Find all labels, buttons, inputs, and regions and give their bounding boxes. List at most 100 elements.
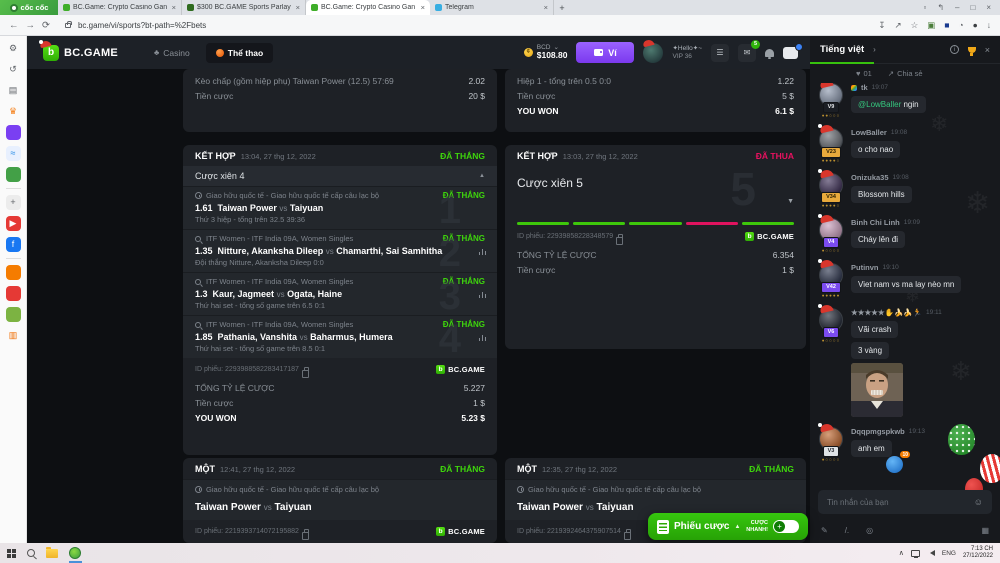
bet-menu-button[interactable]: ☰ (711, 43, 729, 62)
chat-input[interactable]: Tin nhắn của bạn ☺ (818, 490, 992, 514)
rules-icon[interactable]: /. (844, 526, 850, 535)
bcgame-watermark: b BC.GAME (745, 232, 794, 241)
browser-tab[interactable]: Telegram × (430, 0, 554, 15)
balance-selector[interactable]: ¢ BCD ⌄ $108.80 (523, 44, 567, 61)
quick-bet-toggle[interactable]: + (773, 520, 799, 533)
urlbar-icon[interactable]: ▣ (927, 19, 936, 30)
tab-close-icon[interactable]: × (420, 3, 425, 12)
sidebar-app-icon[interactable]: ♛ (8, 106, 18, 116)
vip-block[interactable]: ✦Hello✦~ VIP 36 (672, 45, 702, 61)
copy-icon[interactable] (616, 233, 624, 245)
betslip-button[interactable]: Phiếu cược ▲ CƯỢC NHANH! + (648, 513, 808, 540)
new-tab-button[interactable]: + (559, 2, 565, 13)
trophy-icon[interactable] (967, 46, 976, 56)
username[interactable]: LowBaller (851, 128, 887, 138)
ink-icon[interactable]: ✎ (821, 526, 828, 535)
window-control-icon[interactable]: ▫ (923, 3, 927, 12)
wallet-button[interactable]: Ví (576, 42, 635, 63)
tab-close-icon[interactable]: × (295, 3, 300, 12)
stats-icon[interactable] (478, 335, 486, 341)
sidebar-app-icon[interactable]: ▥ (8, 330, 18, 340)
stats-icon[interactable] (478, 249, 486, 255)
chat-close-icon[interactable]: × (984, 44, 990, 55)
taskbar-search-icon[interactable] (27, 549, 35, 557)
browser-tab[interactable]: BC.Game: Crypto Casino Gan × (58, 0, 182, 15)
mail-button[interactable]: ✉ 5 (738, 39, 760, 62)
copy-icon[interactable] (301, 528, 309, 540)
browser-tab[interactable]: $300 BC.GAME Sports Parlay × (182, 0, 306, 15)
tab-close-icon[interactable]: × (171, 3, 176, 12)
giftcard-icon[interactable]: ▦ (981, 526, 989, 535)
window-control-icon[interactable]: – (955, 3, 960, 12)
sidebar-app-icon[interactable] (5, 167, 21, 182)
copy-icon[interactable] (623, 528, 631, 540)
coccoc-brand[interactable]: cốc cốc (0, 0, 58, 15)
copy-icon[interactable] (301, 366, 309, 378)
username[interactable]: Dqqpmgspkwb (851, 427, 905, 437)
info-icon[interactable]: i (949, 45, 959, 54)
volume-icon[interactable] (927, 550, 935, 556)
forward-icon[interactable]: → (25, 19, 36, 31)
chat-language-tab[interactable]: Tiếng việt (820, 44, 865, 55)
sidebar-app-icon[interactable] (5, 286, 21, 301)
nav-casino[interactable]: ♣ Casino (154, 47, 190, 58)
chat-toggle-icon[interactable] (783, 42, 803, 59)
sidebar-app-icon[interactable] (5, 307, 21, 322)
tab-favicon (311, 4, 318, 11)
username[interactable]: tk (861, 83, 868, 92)
bcgame-logo[interactable]: b BC.GAME (39, 39, 118, 61)
sidebar-app-icon[interactable]: ≈ (5, 146, 21, 161)
address-input[interactable]: bc.game/vi/sports?bt-path=%2Fbets (77, 20, 207, 30)
tray-expand-icon[interactable]: ∧ (898, 550, 904, 557)
expand-caret-icon[interactable]: ▼ (787, 198, 794, 205)
sidebar-app-icon[interactable]: ▶ (5, 216, 21, 231)
coccoc-taskbar-icon[interactable] (69, 547, 82, 563)
urlbar-icon[interactable]: ☆ (910, 19, 919, 30)
language-indicator[interactable]: ENG (941, 549, 956, 557)
window-control-icon[interactable]: × (986, 3, 991, 12)
header-bell-icon[interactable] (765, 48, 774, 59)
meme-image[interactable] (851, 363, 903, 418)
urlbar-icon[interactable]: ● (972, 20, 978, 30)
reload-icon[interactable]: ⟳ (42, 19, 50, 31)
emoji-picker-icon[interactable]: ☺ (973, 497, 983, 507)
browser-tab[interactable]: BC.Game: Crypto Casino Gan × (306, 0, 430, 15)
chevron-right-icon[interactable]: › (873, 45, 876, 54)
taskbar-clock[interactable]: 7:13 CH 27/12/2022 (962, 545, 993, 559)
urlbar-icon[interactable]: ↧ (878, 19, 886, 30)
sidebar-app-icon[interactable] (5, 265, 21, 280)
sidebar-app-icon[interactable]: ▤ (8, 85, 18, 95)
sidebar-app-icon[interactable]: ↺ (9, 64, 17, 74)
like-button[interactable]: ♥ 01 (856, 69, 872, 78)
level-dots: ●●●●● (821, 292, 841, 298)
window-control-icon[interactable]: ↰ (937, 3, 945, 12)
username[interactable]: Binh Chi Linh (851, 218, 900, 228)
sidebar-app-icon[interactable] (5, 125, 21, 140)
mention[interactable]: @LowBaller (858, 100, 902, 109)
urlbar-icon[interactable]: ↓ (986, 20, 991, 30)
share-button[interactable]: ↗ Chia sẻ (887, 69, 923, 78)
username[interactable]: ★★★★★✋🍌🍌🏃 (851, 308, 922, 318)
combo-title-row[interactable]: Cược xiên 4 ▲ (183, 166, 497, 186)
username[interactable]: Onizuka35 (851, 173, 889, 183)
network-icon[interactable] (910, 549, 920, 558)
urlbar-icon[interactable]: ◔ (958, 20, 964, 30)
sidebar-app-icon[interactable]: f (5, 237, 21, 252)
collapse-caret-icon[interactable]: ▲ (479, 173, 485, 179)
padlock-icon[interactable] (64, 20, 72, 28)
urlbar-icon[interactable]: ■ (944, 20, 950, 30)
sidebar-app-icon[interactable]: + (5, 195, 21, 210)
stats-icon[interactable] (478, 292, 486, 298)
window-control-icon[interactable]: □ (970, 3, 976, 12)
start-button[interactable] (7, 548, 16, 558)
username[interactable]: Putinvn (851, 263, 879, 273)
tab-close-icon[interactable]: × (543, 3, 548, 12)
emoji-reaction[interactable] (886, 451, 910, 473)
file-explorer-icon[interactable] (46, 546, 58, 558)
urlbar-icon[interactable]: ↗ (894, 19, 902, 30)
back-icon[interactable]: ← (9, 19, 19, 31)
user-avatar[interactable] (643, 42, 664, 63)
nav-sports[interactable]: Thể thao (205, 42, 274, 63)
coin-rain-icon[interactable]: ◎ (866, 526, 874, 535)
sidebar-app-icon[interactable]: ⚙ (8, 43, 18, 53)
